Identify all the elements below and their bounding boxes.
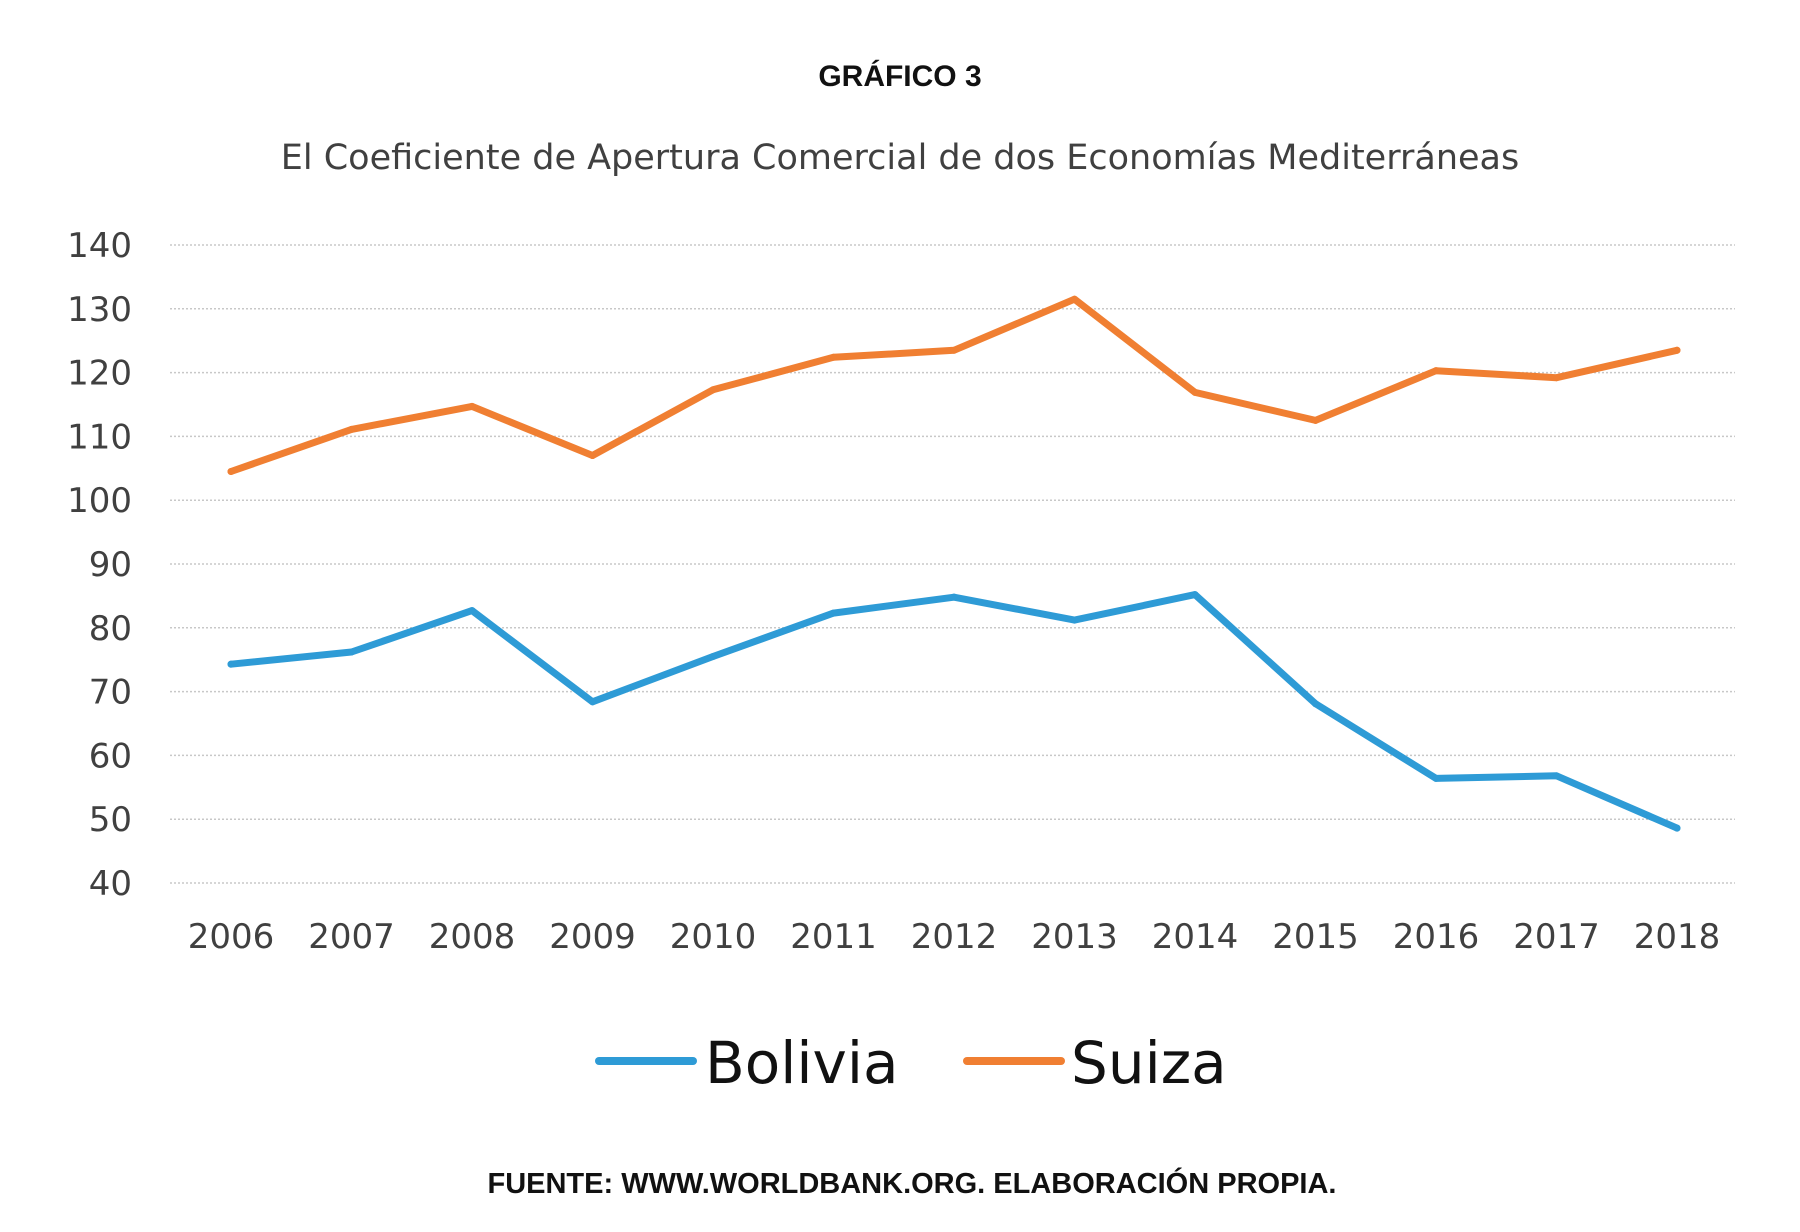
x-tick-label: 2018	[1634, 917, 1721, 957]
series-lines	[227, 295, 1681, 832]
data-point-suiza	[1432, 367, 1440, 375]
data-point-suiza	[1071, 295, 1078, 303]
y-tick-label: 90	[89, 545, 132, 585]
data-point-suiza	[1673, 346, 1681, 354]
legend-label-bolivia: Bolivia	[705, 1029, 898, 1097]
y-tick-label: 120	[67, 354, 132, 394]
data-point-suiza	[830, 353, 837, 361]
y-tick-label: 130	[67, 290, 132, 330]
data-point-bolivia	[1432, 774, 1440, 782]
data-point-bolivia	[1071, 616, 1078, 624]
x-tick-label: 2016	[1393, 917, 1480, 957]
x-tick-label: 2011	[790, 917, 877, 957]
x-tick-label: 2017	[1513, 917, 1600, 957]
x-tick-label: 2008	[429, 917, 516, 957]
data-point-bolivia	[1312, 700, 1319, 708]
y-tick-label: 40	[89, 864, 132, 904]
data-point-bolivia	[227, 660, 235, 668]
series-line-bolivia	[227, 591, 1681, 832]
y-tick-label: 60	[89, 736, 132, 776]
y-tick-label: 140	[67, 226, 132, 266]
data-point-bolivia	[950, 593, 958, 601]
x-tick-label: 2015	[1272, 917, 1359, 957]
source-note: FUENTE: WWW.WORLDBANK.ORG. ELABORACIÓN P…	[487, 1166, 1336, 1200]
y-tick-label: 80	[89, 609, 132, 649]
gridlines	[170, 244, 1735, 884]
data-point-bolivia	[348, 648, 355, 656]
figure-label: GRÁFICO 3	[818, 59, 981, 93]
x-tick-label: 2013	[1031, 917, 1118, 957]
series-line-suiza	[227, 295, 1681, 475]
data-point-suiza	[1312, 416, 1319, 424]
x-tick-label: 2009	[549, 917, 636, 957]
data-point-bolivia	[468, 607, 476, 615]
data-point-suiza	[589, 452, 596, 460]
data-point-suiza	[348, 425, 355, 433]
chart-title: El Coeficiente de Apertura Comercial de …	[281, 138, 1519, 178]
data-point-bolivia	[709, 653, 717, 661]
y-tick-label: 110	[67, 417, 132, 457]
legend-item-suiza: Suiza	[963, 1029, 1227, 1097]
y-tick-label: 70	[89, 673, 132, 713]
data-point-bolivia	[1673, 824, 1681, 832]
legend-item-bolivia: Bolivia	[595, 1029, 898, 1097]
x-axis-tick-labels: 2006 2007 2008 2009 2010 2011 2012 2013 2014 2015…	[188, 917, 1721, 957]
data-point-suiza	[1191, 388, 1199, 396]
x-tick-label: 2007	[308, 917, 395, 957]
data-point-bolivia	[589, 698, 596, 706]
data-point-suiza	[1553, 374, 1560, 382]
x-tick-label: 2010	[670, 917, 757, 957]
data-point-suiza	[950, 346, 958, 354]
legend-label-suiza: Suiza	[1071, 1029, 1227, 1097]
data-point-bolivia	[830, 609, 837, 617]
y-tick-label: 50	[89, 800, 132, 840]
data-point-bolivia	[1191, 591, 1199, 599]
data-point-suiza	[709, 386, 717, 394]
data-point-suiza	[468, 402, 476, 410]
x-tick-label: 2006	[188, 917, 275, 957]
y-axis-tick-labels: 40 50 60 70 80 90 100 110 120 130 140	[67, 226, 132, 904]
x-tick-label: 2012	[911, 917, 998, 957]
data-point-bolivia	[1553, 772, 1560, 780]
data-point-suiza	[227, 467, 235, 475]
y-tick-label: 100	[67, 481, 132, 521]
legend: Bolivia Suiza	[595, 1029, 1227, 1097]
x-tick-label: 2014	[1152, 917, 1239, 957]
